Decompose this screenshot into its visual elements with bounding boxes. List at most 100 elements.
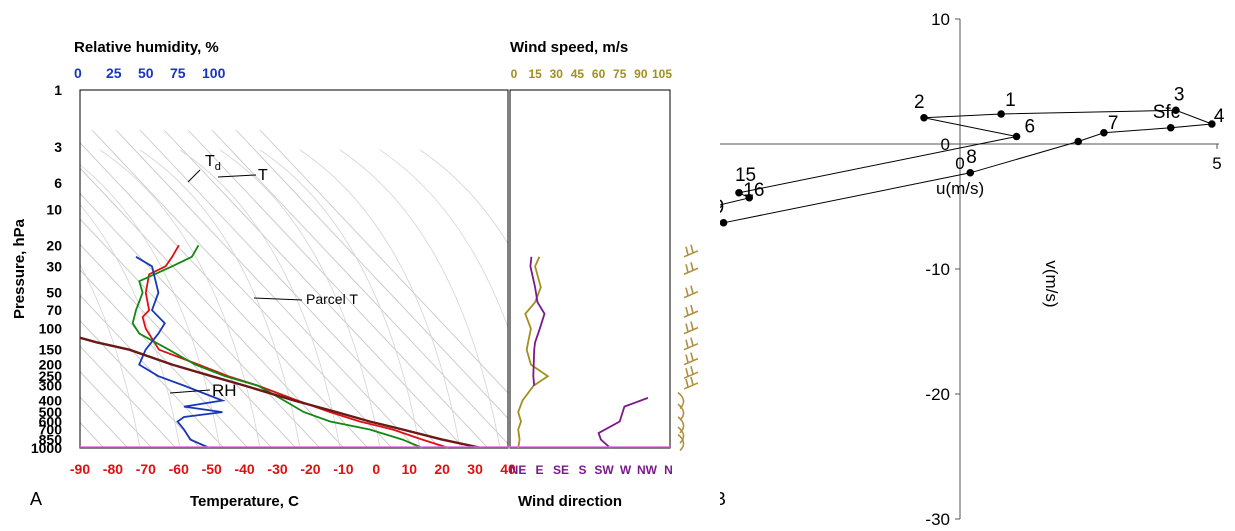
pressure-tick: 200 [39, 357, 63, 373]
hodograph-points: 1234Sfc678910111213141516 [720, 84, 1225, 227]
hodograph-point-label: 9 [720, 197, 724, 218]
pressure-tick: 50 [46, 285, 62, 301]
hodograph-point [735, 188, 743, 197]
temperature-axis-title-unit: C [288, 493, 299, 510]
moist-adiabat [80, 164, 221, 448]
wind-direction-tick: N [664, 463, 673, 477]
hodograph-point-label: 16 [743, 180, 764, 201]
panel-a-label: A [30, 489, 42, 509]
wind-direction-tick: NE [510, 463, 527, 477]
adiabat-line [211, 129, 508, 445]
hodograph-point [745, 193, 754, 202]
temperature-tick: -40 [234, 461, 254, 477]
pressure-tick: 1 [54, 82, 62, 98]
adiabat-line [80, 345, 177, 448]
hodograph-point-label: 7 [1108, 113, 1119, 134]
rh-line [135, 256, 226, 449]
moist-adiabat [139, 149, 301, 448]
wind-barb [683, 285, 699, 299]
temperature-tick: -60 [169, 461, 189, 477]
v-tick: 0 [941, 135, 950, 154]
wind-speed-tick: 60 [592, 67, 606, 81]
hodograph-point [1012, 132, 1021, 141]
adiabat-line [80, 320, 201, 448]
wind-barb [683, 304, 699, 318]
v-tick: -20 [925, 385, 950, 404]
hodograph-point-label: 15 [735, 165, 756, 186]
pressure-tick: 400 [39, 393, 63, 409]
skewt-frame [79, 89, 509, 449]
moist-adiabat [219, 149, 381, 448]
panel-b-label: B [720, 489, 726, 509]
wind_direction_low-line [597, 397, 649, 449]
hodograph-path [720, 109, 1213, 225]
v-tick: -10 [925, 260, 950, 279]
moist-adiabat [179, 149, 341, 448]
temperature-tick: 0 [372, 461, 380, 477]
adiabat-line [259, 129, 508, 394]
annotation-leaders [169, 169, 303, 394]
rh-tick: 0 [74, 65, 82, 81]
wind-speed-tick: 90 [634, 67, 648, 81]
wind-direction-tick: S [578, 463, 586, 477]
wind_direction-line [529, 256, 546, 386]
wind-direction-axis-title: Wind direction [518, 493, 622, 510]
parcel-t-annotation: Parcel T [306, 291, 358, 307]
temperature-tick: 20 [434, 461, 450, 477]
wind-barb [683, 262, 699, 275]
hodograph-point-label: 4 [1214, 106, 1225, 127]
adiabat-line [80, 192, 321, 448]
hodograph-point [1208, 120, 1216, 128]
wind-speed-tick: 45 [571, 67, 585, 81]
wind-direction-tick: SE [553, 463, 569, 477]
v-axis-label: v(m/s) [1042, 260, 1061, 307]
rh-axis-title: Relative humidity, % [74, 39, 219, 56]
moist-adiabat [299, 149, 461, 448]
wind-barb [683, 352, 699, 366]
hodograph-line [720, 109, 1213, 225]
pressure-tick: 850 [39, 432, 63, 448]
t-annotation: T [258, 167, 268, 184]
hodograph-chart: -20-15-10-505100-10-20-30 1234Sfc6789101… [720, 10, 1225, 529]
profile-lines [80, 244, 649, 449]
wind-direction-tick: NW [637, 463, 658, 477]
hodograph-point-label: 2 [914, 92, 925, 113]
wind-speed-tick: 30 [550, 67, 564, 81]
wind-speed-tick: 0 [511, 67, 518, 81]
pressure-axis-title: Pressure, hPa [11, 218, 28, 319]
sounding-chart: 1361020305070100150200250300400500600700… [0, 39, 699, 510]
hodograph-point [1172, 106, 1180, 115]
td-annotation-sub: d [215, 161, 221, 173]
pressure-tick: 100 [39, 321, 63, 337]
pressure-tick: 3 [54, 139, 62, 155]
hodograph-point [920, 113, 928, 122]
adiabat-line [115, 129, 417, 448]
hodograph-point-label: 1 [1005, 90, 1016, 111]
temperature-tick: 40 [500, 461, 516, 477]
adiabat-line [139, 129, 441, 448]
parcel-leader [253, 297, 303, 301]
u-tick: 0 [955, 154, 964, 173]
wind-barb [677, 426, 685, 444]
t-leader [217, 174, 257, 178]
hodograph-point-label: 8 [966, 147, 977, 168]
pressure-tick: 500 [39, 404, 63, 420]
hodograph-point-label: 3 [1174, 84, 1185, 105]
v-tick: -30 [925, 510, 950, 529]
temperature-tick: 10 [401, 461, 417, 477]
wind-barb [683, 365, 699, 379]
temperature-tick: -10 [333, 461, 353, 477]
adiabat-line [80, 142, 369, 448]
wind_speed-line [517, 256, 550, 449]
hodograph-point [720, 218, 728, 227]
td-annotation: Td [205, 153, 221, 173]
wind-speed-tick: 105 [652, 67, 672, 81]
adiabat-line [235, 129, 508, 419]
wind-barb [683, 321, 699, 335]
adiabat-line [0, 130, 8, 448]
hodograph-axes: -20-15-10-505100-10-20-30 [720, 10, 1222, 529]
pressure-tick: 10 [46, 201, 62, 217]
temperature-tick: -50 [202, 461, 222, 477]
moist-adiabat [99, 149, 261, 448]
